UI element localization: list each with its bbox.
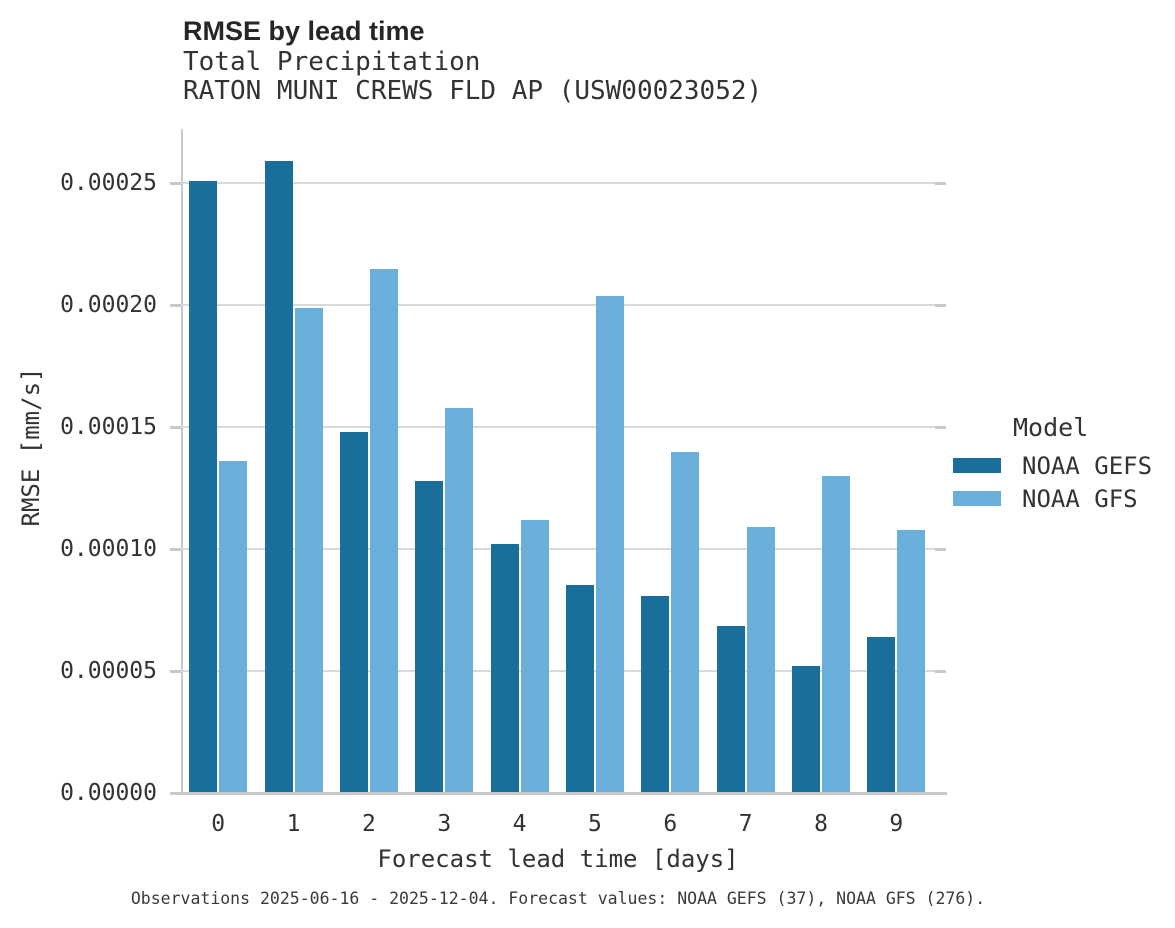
x-tick-label: 6 — [663, 811, 678, 837]
y-axis-tick-left — [170, 670, 181, 673]
bar-noaa-gefs-day-9 — [867, 637, 896, 793]
y-tick-label: 0.00005 — [60, 658, 157, 684]
bar-noaa-gfs-day-6 — [671, 451, 700, 793]
legend-label-noaa-gfs: NOAA GFS — [1022, 485, 1138, 513]
bar-noaa-gfs-day-4 — [520, 519, 549, 793]
legend-swatch-noaa-gefs — [953, 458, 1001, 473]
x-tick-label: 8 — [814, 811, 828, 837]
y-axis-tick-left — [170, 548, 181, 551]
y-tick-label: 0.00015 — [60, 414, 157, 440]
legend-title: Model — [1013, 413, 1089, 442]
bar-noaa-gfs-day-2 — [370, 268, 398, 793]
bar-noaa-gefs-day-4 — [490, 544, 519, 793]
bar-noaa-gfs-day-1 — [294, 307, 323, 793]
y-axis-tick-right — [935, 426, 946, 429]
x-tick-label: 9 — [889, 811, 904, 837]
y-axis-label: RMSE [mm/s] — [17, 367, 45, 527]
legend-label-noaa-gefs: NOAA GEFS — [1022, 452, 1153, 480]
bar-noaa-gfs-day-5 — [596, 295, 625, 793]
bar-noaa-gfs-day-7 — [746, 527, 775, 793]
x-tick-label: 5 — [588, 811, 602, 837]
bar-noaa-gfs-day-8 — [822, 476, 851, 793]
bar-noaa-gfs-day-9 — [897, 529, 926, 793]
x-tick-label: 2 — [361, 811, 376, 837]
x-tick-label: 1 — [286, 811, 301, 837]
y-axis-tick-left — [170, 304, 181, 307]
bar-noaa-gefs-day-1 — [264, 161, 293, 793]
y-axis-tick-right — [935, 182, 946, 185]
gridline — [181, 304, 935, 306]
gridline — [181, 670, 935, 672]
y-axis-tick-left — [170, 182, 181, 185]
chart-station-line: RATON MUNI CREWS FLD AP (USW00023052) — [183, 76, 763, 106]
bar-noaa-gefs-day-6 — [641, 596, 670, 793]
gridline — [181, 182, 935, 184]
bar-noaa-gfs-day-0 — [219, 461, 248, 793]
gridline — [181, 548, 935, 550]
x-tick-label: 7 — [738, 811, 753, 837]
x-tick-label: 3 — [437, 811, 452, 837]
y-tick-label: 0.00025 — [60, 170, 157, 196]
y-axis-tick-right — [935, 792, 946, 795]
y-tick-label: 0.00000 — [60, 780, 157, 806]
chart-caption: Observations 2025-06-16 - 2025-12-04. Fo… — [130, 889, 986, 908]
bar-noaa-gefs-day-3 — [415, 480, 444, 793]
bar-noaa-gefs-day-5 — [566, 584, 595, 793]
y-tick-label: 0.00020 — [60, 292, 157, 318]
y-axis-tick-left — [170, 426, 181, 429]
legend-swatch-noaa-gfs — [953, 491, 1001, 506]
x-axis-line — [179, 792, 947, 795]
plot-area — [181, 129, 935, 793]
bar-noaa-gefs-day-7 — [716, 625, 745, 793]
y-axis-tick-right — [935, 548, 946, 551]
bar-noaa-gefs-day-8 — [792, 666, 821, 793]
chart-subtitle: Total Precipitation — [183, 47, 481, 77]
y-axis-tick-right — [935, 304, 946, 307]
x-tick-label: 4 — [512, 811, 527, 837]
y-axis-tick-left — [170, 792, 181, 795]
y-axis-spine — [181, 129, 183, 793]
y-axis-tick-right — [935, 670, 946, 673]
y-tick-label: 0.00010 — [60, 536, 157, 562]
bar-noaa-gfs-day-3 — [445, 407, 474, 793]
gridline — [181, 426, 935, 428]
bar-noaa-gefs-day-2 — [340, 432, 368, 793]
x-axis-label: Forecast lead time [days] — [377, 845, 739, 873]
bar-noaa-gefs-day-0 — [189, 180, 218, 793]
x-tick-label: 0 — [211, 811, 226, 837]
chart-title: RMSE by lead time — [183, 16, 425, 46]
